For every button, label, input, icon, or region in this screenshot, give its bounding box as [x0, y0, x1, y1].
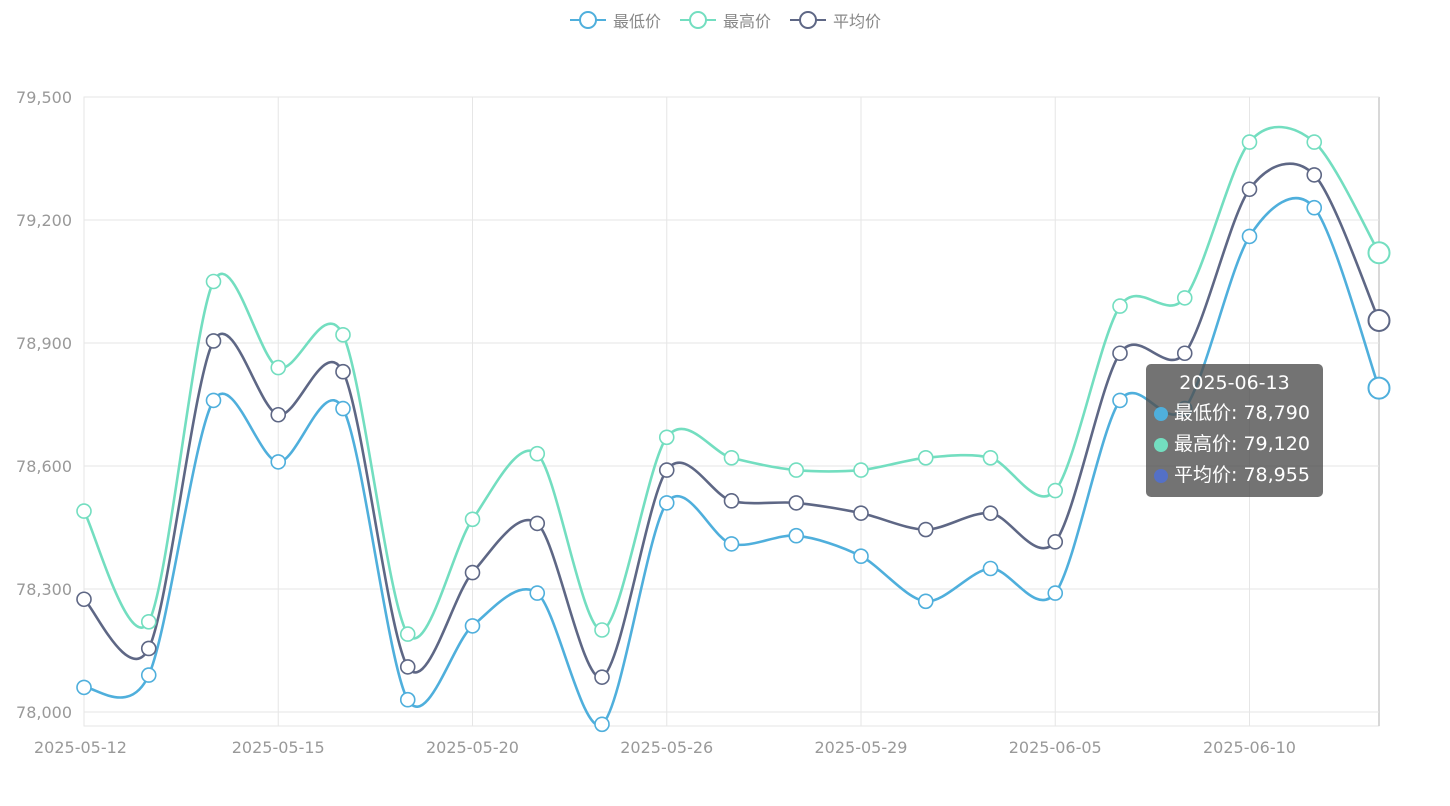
tooltip-title: 2025-06-13 [1179, 372, 1290, 394]
legend-item-min[interactable]: 最低价 [569, 8, 661, 32]
series-min-point [529, 585, 546, 601]
series-avg-point [335, 363, 351, 380]
tooltip-row-avg: 平均价: 78,955 [1154, 460, 1315, 491]
x-tick-label: 2025-06-05 [1009, 738, 1102, 757]
series-avg-point [529, 515, 546, 532]
series-max-line [82, 125, 1381, 640]
series-max-point [1112, 298, 1128, 314]
tooltip-min-label: 最低价: 78,790 [1174, 402, 1310, 424]
legend-max-icon [679, 11, 716, 29]
series-min-point [594, 716, 610, 733]
tooltip-max-marker-icon [1154, 437, 1168, 452]
tooltip-avg-label: 平均价: 78,955 [1174, 464, 1310, 486]
series-avg-point [658, 462, 675, 478]
series-min-point [723, 536, 740, 552]
series-max-point [853, 462, 869, 478]
x-tick-label: 2025-05-15 [232, 738, 325, 757]
series-min-point [399, 691, 416, 708]
legend-item-avg[interactable]: 平均价 [789, 8, 881, 32]
y-tick-label: 78,300 [16, 580, 72, 599]
series-min-point [917, 593, 934, 610]
legend-label-avg: 平均价 [833, 12, 882, 31]
series-avg-point [399, 659, 416, 675]
series-max-point [982, 449, 999, 466]
x-tick-label: 2025-05-20 [426, 738, 519, 757]
series-avg-point [140, 640, 157, 657]
series-min-point [76, 679, 92, 696]
tooltip-min-marker-icon [1154, 406, 1168, 421]
x-tick-label: 2025-05-26 [620, 738, 713, 757]
series-min-point [1047, 585, 1064, 601]
series-max-point [399, 626, 416, 642]
series-max-point [140, 613, 157, 630]
y-tick-label: 79,200 [16, 211, 72, 230]
series-avg-point [917, 521, 934, 538]
legend-item-max[interactable]: 最高价 [679, 8, 771, 32]
series-min-point [1241, 228, 1258, 245]
series-min-point [205, 392, 222, 409]
series-min-point [658, 495, 675, 511]
series-min-point [1367, 376, 1391, 400]
series-max-point [464, 511, 481, 528]
series-avg-point [1112, 345, 1128, 362]
series-avg-point [76, 591, 92, 608]
y-tick-label: 78,600 [16, 457, 72, 476]
series-min-point [982, 560, 999, 577]
legend-label-min: 最低价 [612, 12, 661, 31]
series-avg-point [1367, 308, 1391, 332]
series-min-point [140, 667, 157, 683]
series-max-point [205, 273, 222, 290]
series-max-point [658, 429, 675, 446]
series-min-point [335, 400, 351, 417]
series-avg-point [270, 406, 287, 423]
x-tick-label: 2025-05-29 [815, 738, 908, 757]
series-max-point [335, 326, 351, 343]
series-avg-point [1241, 181, 1258, 198]
tooltip-avg-marker-icon [1154, 468, 1168, 483]
tooltip-row-max: 最高价: 79,120 [1154, 429, 1315, 460]
series-max-point [917, 449, 934, 466]
series-avg-point [1047, 534, 1064, 550]
series-min-point [1112, 392, 1128, 409]
series-avg-point [723, 493, 740, 509]
series-avg-point [1176, 345, 1193, 362]
y-tick-label: 78,900 [16, 334, 72, 353]
series-avg-point [853, 505, 869, 521]
series-avg-point [464, 564, 481, 581]
legend-avg-icon [790, 11, 826, 29]
series-max-point [1047, 482, 1064, 499]
series-min-point [464, 618, 481, 634]
series-max-point [1241, 134, 1258, 150]
y-tick-label: 79,500 [16, 88, 72, 107]
series-max-point [1176, 290, 1193, 306]
tooltip-max-label: 最高价: 79,120 [1174, 433, 1310, 455]
series-min-point [788, 527, 805, 544]
series-avg-point [1306, 167, 1323, 183]
chart-legend: 最低价 最高价 平均价 [0, 8, 1450, 32]
series-max-point [788, 462, 805, 478]
series-min-point [853, 548, 869, 565]
series-max-point [1367, 241, 1391, 265]
legend-label-max: 最高价 [722, 12, 771, 31]
series-avg-point [594, 669, 610, 685]
series-max-point [76, 503, 92, 519]
series-max-point [723, 449, 740, 466]
x-tick-label: 2025-06-10 [1203, 738, 1296, 757]
legend-min-icon [569, 11, 606, 29]
series-avg-point [205, 333, 222, 349]
series-max-point [594, 622, 610, 638]
y-tick-label: 78,000 [16, 703, 72, 722]
series-avg-point [982, 505, 999, 521]
series-max-point [270, 359, 287, 376]
tooltip-row-min: 最低价: 78,790 [1154, 398, 1315, 429]
series-max-point [529, 445, 546, 462]
x-tick-label: 2025-05-12 [34, 738, 127, 757]
series-min-point [1306, 199, 1323, 216]
series-avg-point [788, 495, 805, 511]
series-min-point [270, 454, 287, 470]
series-max-point [1306, 134, 1323, 150]
chart-tooltip: 2025-06-13 最低价: 78,790 最高价: 79,120 平均价: … [1146, 364, 1323, 497]
